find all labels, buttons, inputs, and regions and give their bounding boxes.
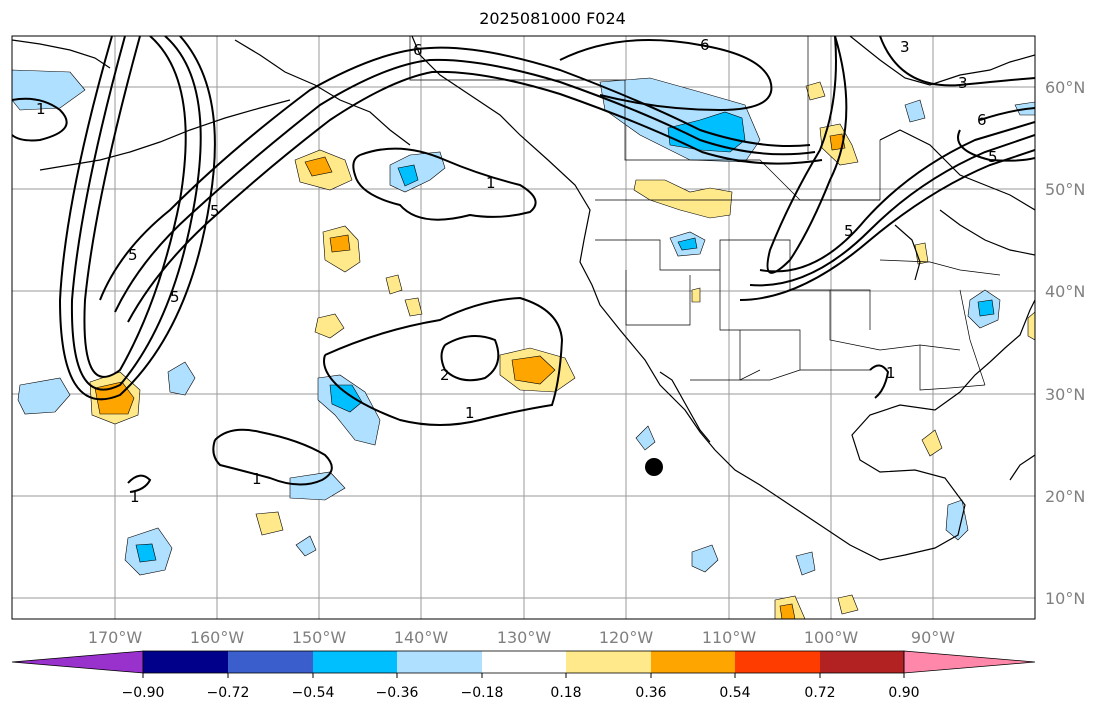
contour-label: 3 bbox=[900, 38, 910, 56]
colorbar-tick-label: 0.54 bbox=[719, 685, 750, 701]
colorbar-segment bbox=[143, 651, 228, 673]
contour-label: 1 bbox=[130, 488, 140, 506]
lat-label: 40°N bbox=[1045, 282, 1085, 301]
colorbar-tick-label: −0.72 bbox=[207, 685, 250, 701]
lon-label: 130°W bbox=[497, 628, 552, 647]
colorbar-segment bbox=[735, 651, 820, 673]
colorbar-segment bbox=[820, 651, 904, 673]
colorbar-segment bbox=[651, 651, 735, 673]
colorbar-extend-min bbox=[11, 650, 144, 674]
colorbar-tick-label: 0.36 bbox=[635, 685, 666, 701]
contour-label: 1 bbox=[252, 470, 262, 488]
colorbar-extend-max bbox=[903, 650, 1036, 674]
longitude-labels: 170°W 160°W 150°W 140°W 130°W 120°W 110°… bbox=[88, 628, 955, 647]
map-title: 2025081000 F024 bbox=[479, 9, 626, 28]
map-frame bbox=[11, 35, 1036, 620]
colorbar-segment bbox=[566, 651, 651, 673]
lat-label: 60°N bbox=[1045, 78, 1085, 97]
colorbar-tick-label: −0.36 bbox=[376, 685, 419, 701]
contour-labels: 6 6 3 3 6 5 1 1 1 1 2 1 1 5 5 5 5 bbox=[36, 36, 998, 506]
latitude-labels: 60°N 50°N 40°N 30°N 20°N 10°N bbox=[1045, 78, 1085, 608]
lon-label: 90°W bbox=[911, 628, 955, 647]
contour-label: 6 bbox=[977, 111, 987, 129]
contour-label: 3 bbox=[958, 74, 968, 92]
colorbar-segment bbox=[313, 651, 397, 673]
colorbar-segment bbox=[228, 651, 313, 673]
contour-label: 5 bbox=[988, 148, 998, 166]
lon-label: 110°W bbox=[702, 628, 757, 647]
storm-center-dot bbox=[645, 458, 663, 476]
contour-label: 5 bbox=[210, 202, 220, 220]
colorbar-segment bbox=[397, 651, 482, 673]
lon-label: 120°W bbox=[599, 628, 654, 647]
lon-label: 170°W bbox=[88, 628, 143, 647]
colorbar-tick-label: 0.18 bbox=[550, 685, 581, 701]
colorbar-tick-label: 0.72 bbox=[804, 685, 835, 701]
lat-label: 30°N bbox=[1045, 385, 1085, 404]
lat-label: 10°N bbox=[1045, 589, 1085, 608]
lon-label: 100°W bbox=[804, 628, 859, 647]
colorbar-tick-label: −0.18 bbox=[461, 685, 504, 701]
lat-label: 50°N bbox=[1045, 180, 1085, 199]
contour-label: 6 bbox=[700, 36, 710, 54]
lon-label: 150°W bbox=[292, 628, 347, 647]
colorbar-tick-label: −0.90 bbox=[122, 685, 165, 701]
colorbar-outline bbox=[142, 650, 905, 674]
colorbar-segment bbox=[482, 651, 566, 673]
graticule bbox=[12, 36, 1035, 619]
political-borders bbox=[409, 36, 1001, 391]
contour-label: 2 bbox=[440, 366, 450, 384]
lon-label: 140°W bbox=[394, 628, 449, 647]
contour-label: 6 bbox=[413, 41, 423, 59]
colorbar-tick-label: 0.90 bbox=[888, 685, 919, 701]
colorbar-tick-label: −0.54 bbox=[292, 685, 335, 701]
contour-lines bbox=[12, 36, 1035, 493]
contour-label: 1 bbox=[36, 100, 46, 118]
contour-label: 5 bbox=[170, 288, 180, 306]
contour-label: 5 bbox=[844, 222, 854, 240]
colorbar: −0.90 −0.72 −0.54 −0.36 −0.18 0.18 0.36 … bbox=[11, 650, 1036, 701]
lon-label: 160°W bbox=[190, 628, 245, 647]
contour-label: 1 bbox=[486, 174, 496, 192]
lat-label: 20°N bbox=[1045, 487, 1085, 506]
contour-label: 1 bbox=[465, 404, 475, 422]
contour-label: 1 bbox=[886, 364, 896, 382]
contour-label: 5 bbox=[128, 246, 138, 264]
